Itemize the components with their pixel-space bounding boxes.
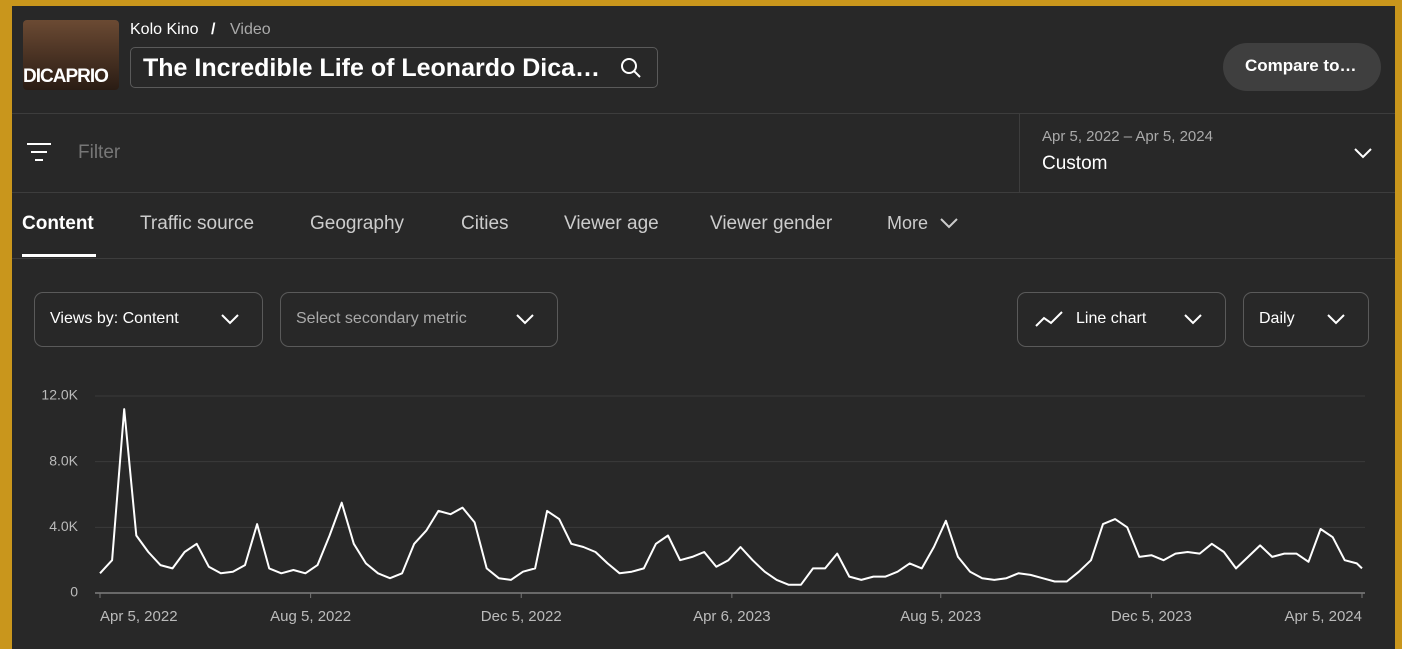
chevron[interactable] bbox=[1353, 146, 1373, 160]
tab[interactable]: Geography bbox=[310, 213, 404, 235]
tab[interactable]: Viewer age bbox=[564, 213, 659, 235]
x-tick-label: Aug 5, 2023 bbox=[900, 608, 981, 625]
thumbnail-text: DICAPRIO bbox=[23, 66, 108, 88]
chevron bbox=[939, 216, 959, 230]
breadcrumb-separator: / bbox=[211, 21, 215, 39]
y-tick-label: 4.0K bbox=[49, 518, 78, 534]
granularity-label: Daily bbox=[1259, 310, 1295, 328]
filter-icon[interactable] bbox=[26, 141, 54, 163]
line bbox=[100, 409, 1362, 585]
divider bbox=[12, 258, 1395, 259]
metric-label: Views by: Content bbox=[50, 310, 179, 328]
chevron bbox=[1326, 312, 1346, 326]
tab[interactable]: Viewer gender bbox=[710, 213, 832, 235]
tab[interactable]: Cities bbox=[461, 213, 509, 235]
chart: 0 4.0K 8.0K 12.0K Apr 5, 2022 Aug 5, 2022 Dec … bbox=[0, 360, 1395, 649]
y-tick-label: 0 bbox=[70, 584, 78, 600]
video-title: The Incredible Life of Leonardo Dica… bbox=[143, 54, 600, 83]
tab[interactable]: More bbox=[887, 213, 928, 234]
y-tick-label: 12.0K bbox=[41, 387, 78, 403]
chart-type-label: Line chart bbox=[1076, 310, 1146, 328]
x-tick-label: Apr 5, 2024 bbox=[1284, 608, 1362, 625]
x-tick-label: Aug 5, 2022 bbox=[270, 608, 351, 625]
x-tick-label: Apr 6, 2023 bbox=[693, 608, 771, 625]
x-tick-label: Dec 5, 2023 bbox=[1111, 608, 1192, 625]
divider bbox=[1019, 114, 1020, 192]
divider bbox=[12, 192, 1395, 193]
chevron bbox=[515, 312, 535, 326]
secondary-metric-label: Select secondary metric bbox=[296, 310, 467, 328]
tab-underline bbox=[22, 254, 96, 257]
line-chart-icon bbox=[1034, 308, 1064, 330]
chevron bbox=[220, 312, 240, 326]
filter-input[interactable]: Filter bbox=[78, 142, 120, 164]
tab[interactable]: Traffic source bbox=[140, 213, 254, 235]
x-tick-label: Apr 5, 2022 bbox=[100, 608, 178, 625]
divider bbox=[12, 113, 1395, 114]
period[interactable]: Custom bbox=[1042, 153, 1107, 175]
y-tick-label: 8.0K bbox=[49, 452, 78, 468]
date-range: Apr 5, 2022 – Apr 5, 2024 bbox=[1042, 128, 1213, 145]
compare-label: Compare to… bbox=[1245, 56, 1356, 76]
chevron bbox=[1183, 312, 1203, 326]
search-icon[interactable] bbox=[619, 56, 643, 80]
thumbnail[interactable]: DICAPRIO bbox=[23, 20, 119, 90]
breadcrumb-section: Video bbox=[230, 21, 271, 39]
page: DICAPRIO Kolo Kino / Video The Incredibl… bbox=[0, 0, 1402, 649]
tab[interactable]: Content bbox=[22, 213, 94, 235]
x-tick-label: Dec 5, 2022 bbox=[481, 608, 562, 625]
channel-name[interactable]: Kolo Kino bbox=[130, 21, 199, 39]
